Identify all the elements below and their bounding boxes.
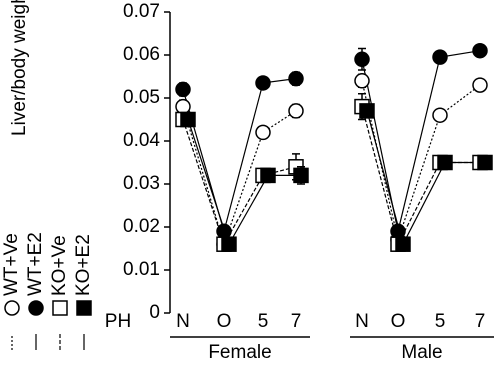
y-axis-label: Liver/body weight: [9, 0, 30, 136]
marker: [472, 42, 488, 59]
marker: [354, 73, 370, 89]
marker: [255, 124, 271, 141]
marker: [359, 103, 375, 119]
legend: WT+Ve WT+E2 KO+Ve KO+E2: [1, 232, 94, 350]
x-tick-label: O: [391, 311, 406, 332]
marker: [293, 167, 309, 184]
marker: [437, 154, 453, 171]
series-line: [361, 50, 481, 232]
marker: [390, 223, 406, 240]
y-tick-label: 0.01: [123, 259, 160, 280]
x-tick-label: 5: [435, 311, 446, 332]
x-tick-label: 5: [258, 311, 269, 332]
series-line: [182, 78, 297, 234]
x-tick-label: N: [355, 311, 369, 332]
y-tick-label: 0.07: [123, 1, 160, 22]
marker: [216, 223, 232, 240]
legend-label: WT+E2: [25, 232, 46, 296]
x-axis-label: PH: [105, 311, 131, 332]
marker: [76, 300, 92, 316]
marker: [255, 75, 271, 91]
x-tick-label: O: [217, 311, 232, 332]
y-tick-label: 0.05: [123, 87, 160, 108]
marker: [180, 111, 196, 128]
x-tick-label: 7: [291, 311, 302, 332]
marker: [395, 236, 411, 252]
series-line: [361, 80, 481, 243]
marker: [432, 107, 448, 123]
series-line: [361, 106, 480, 246]
series-line: [182, 119, 297, 246]
x-tick-label: N: [176, 311, 190, 332]
y-tick-label: 0.06: [123, 44, 160, 65]
series-line: [366, 110, 485, 246]
series-line: [182, 106, 297, 247]
marker: [175, 81, 191, 98]
marker: [432, 49, 448, 65]
y-tick-label: 0.02: [123, 216, 160, 237]
marker: [477, 154, 493, 171]
group-label: Male: [401, 342, 442, 363]
marker: [52, 300, 68, 316]
y-tick-label: 0.03: [123, 173, 160, 194]
legend-label: WT+Ve: [1, 233, 22, 296]
x-tick-label: 7: [475, 311, 486, 332]
marker: [354, 51, 370, 68]
marker: [221, 236, 237, 252]
y-tick-label: 0: [149, 302, 160, 323]
marker: [260, 167, 276, 184]
marker: [175, 98, 191, 115]
legend-label: KO+Ve: [49, 235, 70, 296]
marker: [472, 77, 488, 93]
marker: [28, 300, 44, 316]
marker: [288, 103, 304, 119]
legend-label: KO+E2: [73, 234, 94, 296]
group-label: Female: [208, 342, 271, 363]
marker: [4, 300, 20, 316]
series-line: [187, 119, 301, 246]
y-tick-label: 0.04: [123, 130, 160, 151]
marker: [288, 70, 304, 87]
